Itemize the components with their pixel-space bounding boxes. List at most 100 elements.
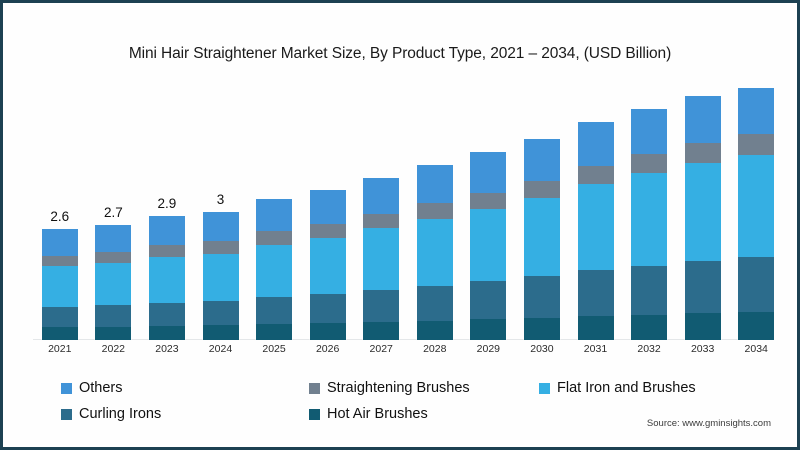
bar-segment[interactable] bbox=[738, 87, 775, 134]
bar-segment[interactable] bbox=[738, 154, 775, 258]
bar-segment[interactable] bbox=[95, 224, 132, 252]
bar-stack[interactable] bbox=[684, 96, 721, 340]
bar-segment[interactable] bbox=[631, 173, 668, 266]
bar-segment[interactable] bbox=[684, 142, 721, 163]
bar-segment[interactable] bbox=[202, 325, 239, 340]
bar-group-2022[interactable]: 2.7 bbox=[95, 205, 132, 340]
bar-segment[interactable] bbox=[684, 162, 721, 261]
bar-segment[interactable] bbox=[577, 316, 614, 340]
bar-segment[interactable] bbox=[363, 322, 400, 340]
bar-segment[interactable] bbox=[470, 208, 507, 282]
bar-stack[interactable] bbox=[309, 190, 346, 340]
bar-stack[interactable] bbox=[41, 228, 78, 340]
bar-segment[interactable] bbox=[41, 255, 78, 267]
bar-stack[interactable] bbox=[363, 177, 400, 340]
bar-segment[interactable] bbox=[309, 294, 346, 324]
bar-segment[interactable] bbox=[95, 263, 132, 306]
bar-segment[interactable] bbox=[148, 216, 185, 246]
bar-segment[interactable] bbox=[41, 307, 78, 328]
bar-segment[interactable] bbox=[577, 165, 614, 184]
bar-segment[interactable] bbox=[523, 317, 560, 340]
bar-segment[interactable] bbox=[202, 211, 239, 242]
bar-group-2030[interactable] bbox=[523, 139, 560, 340]
bar-stack[interactable] bbox=[470, 151, 507, 340]
bar-stack[interactable] bbox=[256, 198, 293, 340]
bar-segment[interactable] bbox=[738, 312, 775, 340]
bar-segment[interactable] bbox=[309, 237, 346, 295]
legend-item-straightening-brushes[interactable]: Straightening Brushes bbox=[309, 381, 539, 396]
bar-stack[interactable] bbox=[738, 87, 775, 340]
bar-segment[interactable] bbox=[148, 302, 185, 326]
bar-segment[interactable] bbox=[148, 325, 185, 340]
bar-segment[interactable] bbox=[738, 257, 775, 313]
legend-item-hot-air-brushes[interactable]: Hot Air Brushes bbox=[309, 407, 539, 422]
bar-segment[interactable] bbox=[470, 281, 507, 320]
bar-group-2028[interactable] bbox=[416, 164, 453, 340]
bar-segment[interactable] bbox=[41, 228, 78, 256]
bar-segment[interactable] bbox=[577, 184, 614, 271]
bar-segment[interactable] bbox=[41, 266, 78, 308]
bar-segment[interactable] bbox=[256, 198, 293, 232]
bar-segment[interactable] bbox=[470, 319, 507, 340]
bar-segment[interactable] bbox=[738, 133, 775, 155]
bar-stack[interactable] bbox=[523, 139, 560, 340]
bar-group-2034[interactable] bbox=[738, 87, 775, 340]
bar-group-2031[interactable] bbox=[577, 122, 614, 340]
bar-segment[interactable] bbox=[309, 190, 346, 225]
bar-segment[interactable] bbox=[41, 327, 78, 340]
bar-segment[interactable] bbox=[684, 313, 721, 340]
bar-group-2021[interactable]: 2.6 bbox=[41, 209, 78, 340]
bar-group-2032[interactable] bbox=[631, 109, 668, 340]
bar-stack[interactable] bbox=[577, 122, 614, 340]
bar-segment[interactable] bbox=[363, 213, 400, 229]
bar-segment[interactable] bbox=[416, 320, 453, 340]
bar-stack[interactable] bbox=[631, 109, 668, 340]
bar-segment[interactable] bbox=[256, 231, 293, 245]
bar-segment[interactable] bbox=[309, 323, 346, 340]
bar-segment[interactable] bbox=[202, 241, 239, 254]
bar-segment[interactable] bbox=[95, 305, 132, 327]
bar-segment[interactable] bbox=[523, 180, 560, 198]
bar-stack[interactable] bbox=[416, 164, 453, 340]
bar-group-2033[interactable] bbox=[684, 96, 721, 340]
bar-segment[interactable] bbox=[523, 139, 560, 181]
legend-item-curling-irons[interactable]: Curling Irons bbox=[61, 407, 309, 422]
bar-group-2025[interactable] bbox=[256, 198, 293, 340]
bar-segment[interactable] bbox=[363, 289, 400, 322]
legend-item-others[interactable]: Others bbox=[61, 381, 309, 396]
bar-segment[interactable] bbox=[95, 251, 132, 264]
bar-stack[interactable] bbox=[95, 224, 132, 340]
bar-segment[interactable] bbox=[470, 192, 507, 209]
bar-stack[interactable] bbox=[148, 216, 185, 340]
bar-segment[interactable] bbox=[631, 109, 668, 155]
bar-segment[interactable] bbox=[95, 326, 132, 340]
bar-segment[interactable] bbox=[256, 244, 293, 298]
bar-segment[interactable] bbox=[684, 96, 721, 143]
bar-segment[interactable] bbox=[523, 276, 560, 318]
bar-segment[interactable] bbox=[309, 224, 346, 238]
bar-segment[interactable] bbox=[202, 253, 239, 302]
bar-segment[interactable] bbox=[148, 257, 185, 303]
bar-group-2029[interactable] bbox=[470, 151, 507, 340]
bar-segment[interactable] bbox=[684, 260, 721, 314]
bar-segment[interactable] bbox=[202, 301, 239, 326]
bar-segment[interactable] bbox=[416, 218, 453, 286]
bar-segment[interactable] bbox=[363, 228, 400, 290]
bar-segment[interactable] bbox=[416, 203, 453, 219]
bar-segment[interactable] bbox=[256, 324, 293, 340]
bar-stack[interactable] bbox=[202, 211, 239, 340]
bar-segment[interactable] bbox=[416, 285, 453, 321]
bar-segment[interactable] bbox=[470, 151, 507, 193]
bar-group-2027[interactable] bbox=[363, 177, 400, 340]
bar-group-2026[interactable] bbox=[309, 190, 346, 340]
bar-segment[interactable] bbox=[631, 265, 668, 315]
bar-segment[interactable] bbox=[631, 314, 668, 340]
bar-group-2023[interactable]: 2.9 bbox=[148, 196, 185, 340]
bar-segment[interactable] bbox=[363, 177, 400, 214]
bar-segment[interactable] bbox=[148, 245, 185, 258]
bar-segment[interactable] bbox=[577, 122, 614, 166]
bar-segment[interactable] bbox=[256, 297, 293, 325]
bar-segment[interactable] bbox=[577, 270, 614, 317]
bar-segment[interactable] bbox=[631, 154, 668, 174]
legend-item-flat-iron-and-brushes[interactable]: Flat Iron and Brushes bbox=[539, 381, 759, 396]
